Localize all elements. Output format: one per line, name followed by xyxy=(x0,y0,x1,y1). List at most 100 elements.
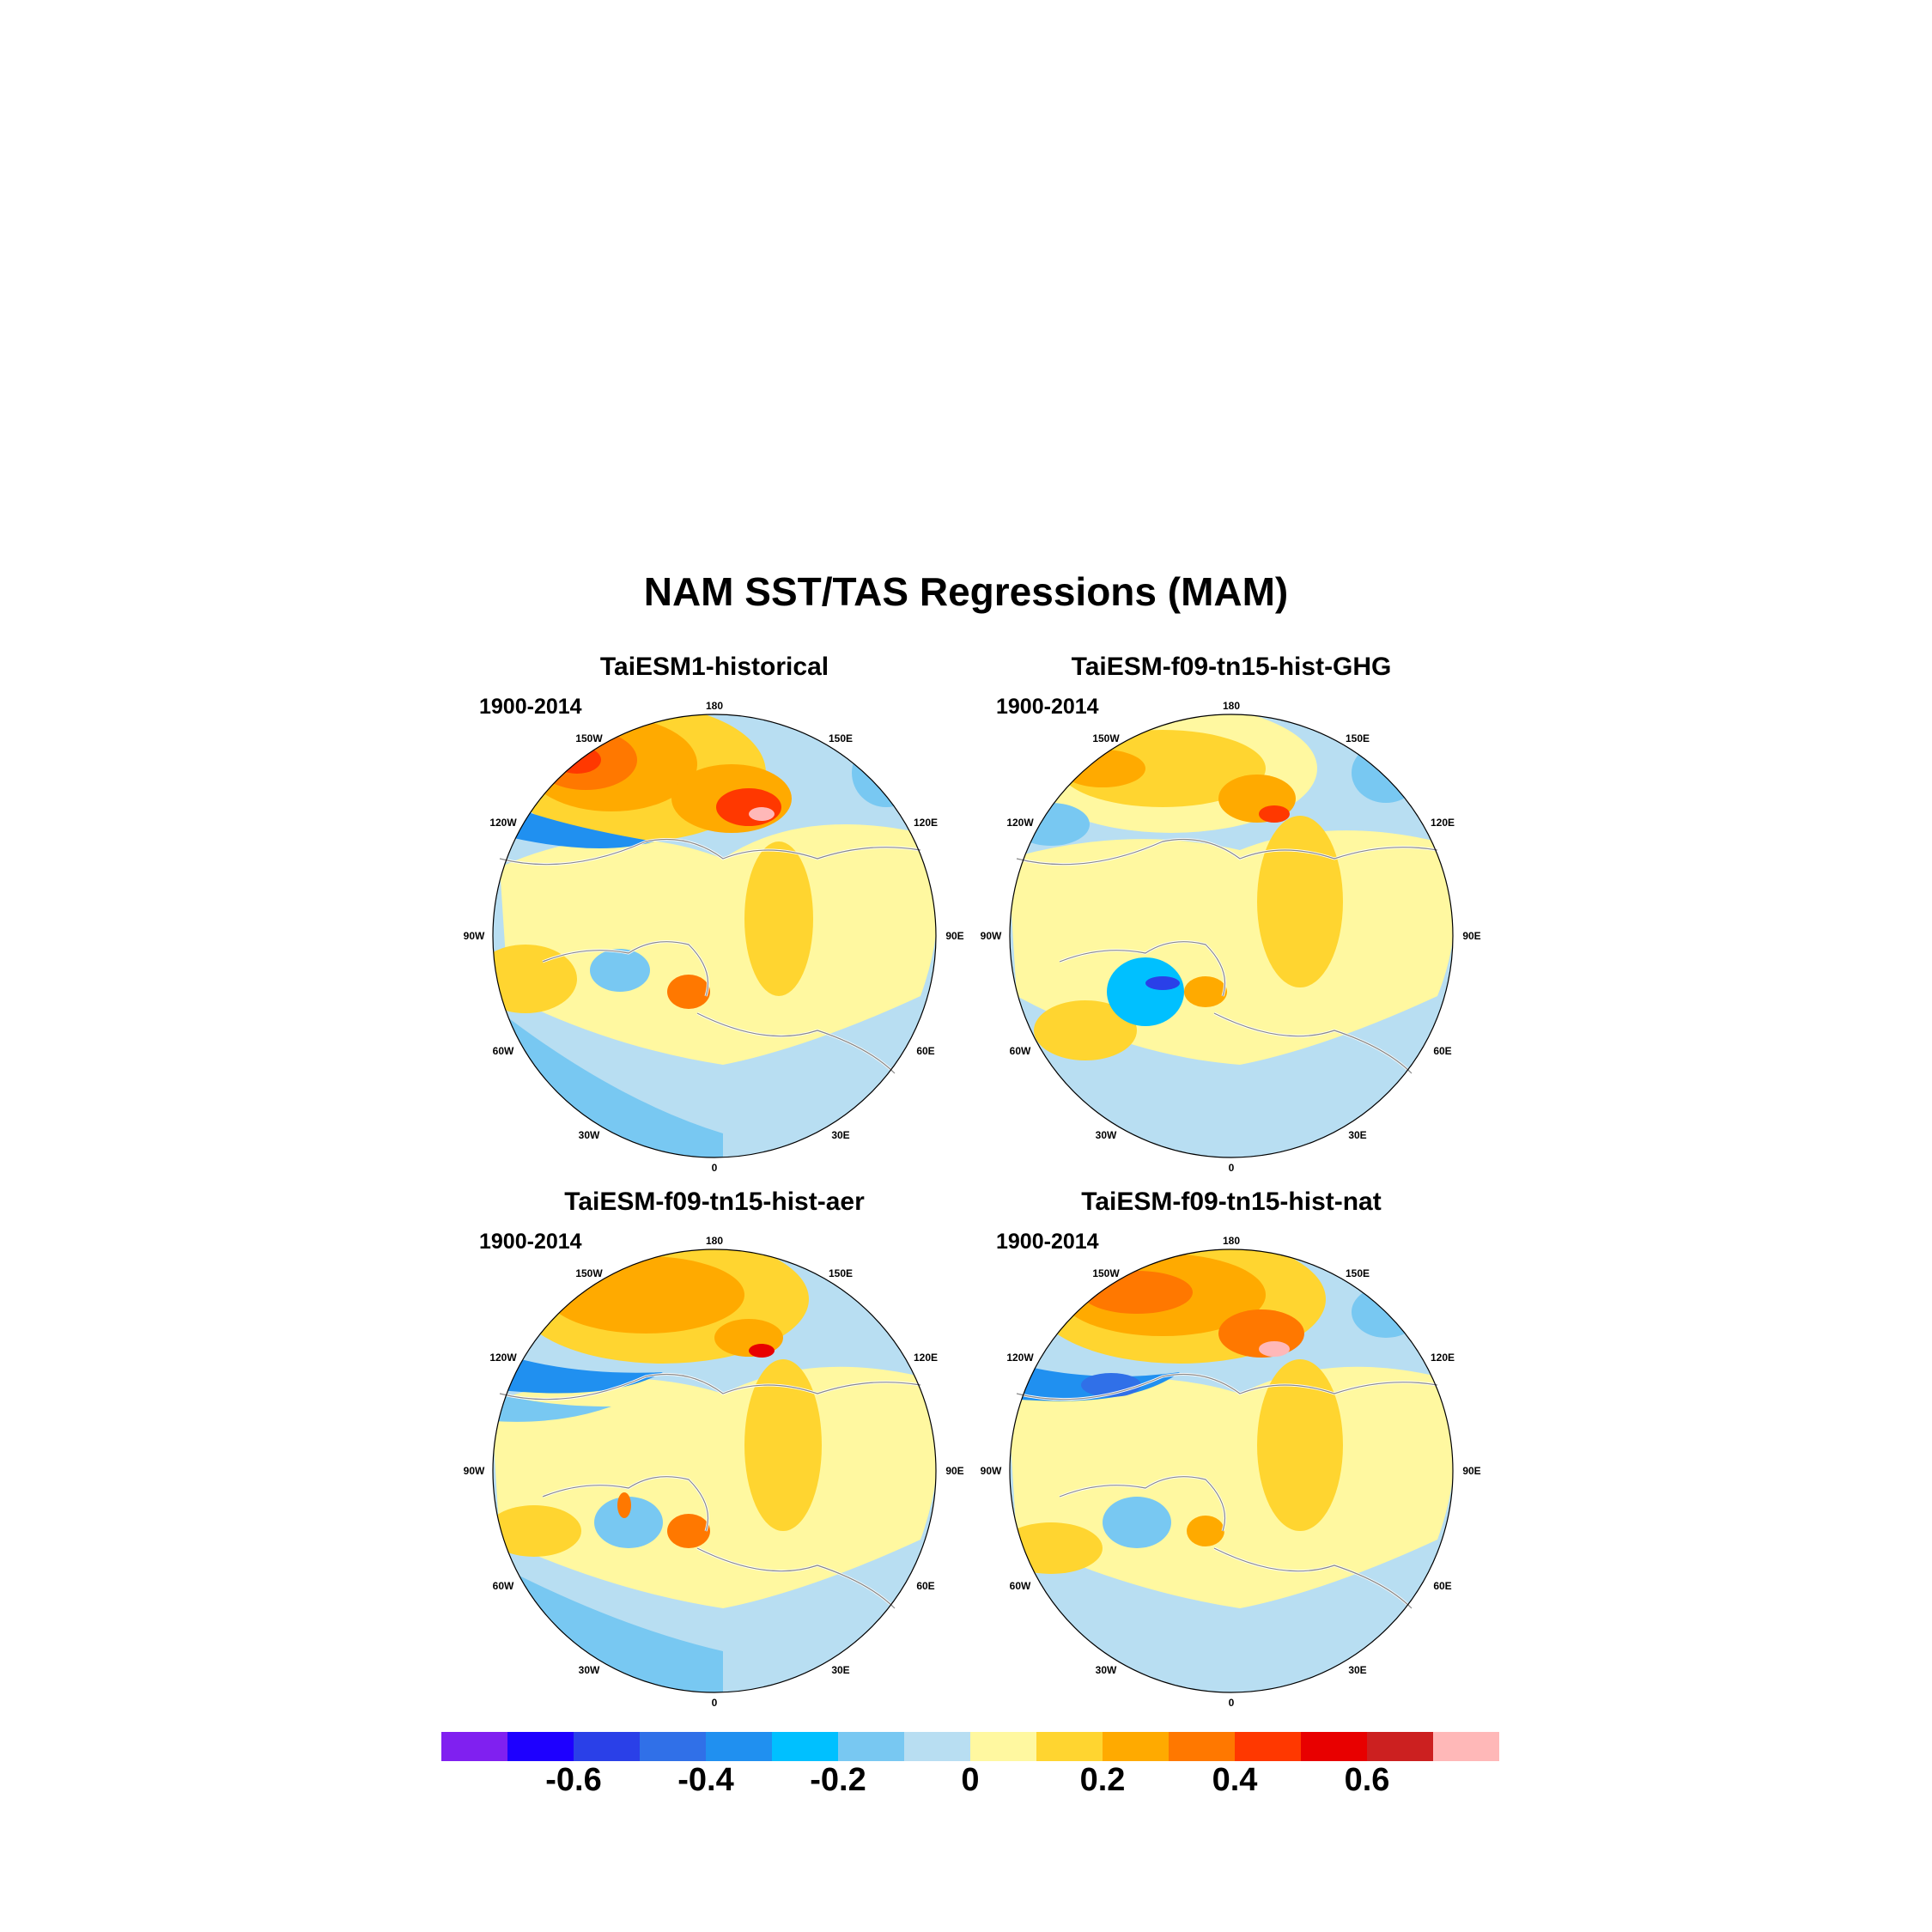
lon-label: 150E xyxy=(829,1267,853,1279)
lon-label: 120E xyxy=(914,1352,938,1364)
field-shading xyxy=(493,1249,936,1692)
lon-label: 180 xyxy=(1223,700,1240,712)
lon-label: 30W xyxy=(1096,1664,1117,1676)
field-shading xyxy=(493,714,936,1157)
colorbar-box xyxy=(970,1732,1037,1761)
panel-title: TaiESM1-historical xyxy=(599,653,829,681)
lon-label: 30E xyxy=(831,1664,849,1676)
lon-label: 60E xyxy=(916,1580,934,1592)
lon-label: 30W xyxy=(579,1664,600,1676)
lon-label: 120E xyxy=(1431,817,1455,829)
lon-label: 150W xyxy=(1092,1267,1120,1279)
map-boundary xyxy=(1009,714,1454,1158)
lon-label: 0 xyxy=(712,1162,718,1174)
lon-label: 0 xyxy=(712,1697,718,1709)
map-panel-nat: TaiESM-f09-tn15-hist-nat 1900-2014 xyxy=(957,1188,1506,1720)
polar-map: 180 150E 120E 90E 60E 30E 0 30W 60W 90W … xyxy=(464,700,964,1174)
lon-label: 120W xyxy=(489,1352,517,1364)
colorbar-box xyxy=(640,1732,707,1761)
period-label: 1900-2014 xyxy=(996,695,1099,719)
colorbar-box xyxy=(1103,1732,1170,1761)
colorbar-box xyxy=(1433,1732,1499,1761)
map-boundary xyxy=(1009,1249,1454,1693)
map-panel-aer: TaiESM-f09-tn15-hist-aer 1900-2014 xyxy=(440,1188,989,1720)
colorbar-tick-label: 0 xyxy=(961,1762,980,1798)
lon-label: 120W xyxy=(1006,1352,1034,1364)
period-label: 1900-2014 xyxy=(479,695,582,719)
lon-label: 120E xyxy=(914,817,938,829)
polar-map: 180 150E 120E 90E 60E 30E 0 30W 60W 90W … xyxy=(981,1235,1481,1709)
colorbar-box xyxy=(1169,1732,1236,1761)
lon-label: 60W xyxy=(493,1580,514,1592)
panel-title: TaiESM-f09-tn15-hist-GHG xyxy=(1071,653,1392,681)
lon-label: 90E xyxy=(945,930,963,942)
lon-label: 150E xyxy=(829,732,853,744)
lon-label: 90W xyxy=(464,930,485,942)
lon-label: 150W xyxy=(575,732,603,744)
colorbar-box xyxy=(904,1732,971,1761)
colorbar-box xyxy=(574,1732,641,1761)
field-shading xyxy=(1010,1249,1453,1692)
coastline-outline xyxy=(1016,1374,1438,1609)
period-label: 1900-2014 xyxy=(479,1230,582,1254)
panel-title: TaiESM-f09-tn15-hist-aer xyxy=(564,1188,865,1216)
figure-title: NAM SST/TAS Regressions (MAM) xyxy=(643,569,1289,614)
lon-label: 90E xyxy=(1462,930,1480,942)
lon-label: 120W xyxy=(1006,817,1034,829)
colorbar-tick-label: 0.4 xyxy=(1212,1762,1258,1798)
panel-title: TaiESM-f09-tn15-hist-nat xyxy=(1081,1188,1382,1216)
period-label: 1900-2014 xyxy=(996,1230,1099,1254)
lon-label: 60W xyxy=(1010,1580,1031,1592)
colorbar-tick-label: 0.6 xyxy=(1344,1762,1390,1798)
lon-label: 150W xyxy=(1092,732,1120,744)
lon-label: 30E xyxy=(1348,1129,1366,1141)
coastline-outline xyxy=(499,839,921,1074)
lon-label: 150E xyxy=(1346,732,1370,744)
lon-label: 180 xyxy=(706,700,723,712)
lon-label: 30W xyxy=(579,1129,600,1141)
colorbar-box xyxy=(772,1732,839,1761)
colorbar-box xyxy=(1301,1732,1368,1761)
colorbar-box xyxy=(1036,1732,1103,1761)
lon-label: 60W xyxy=(1010,1045,1031,1057)
colorbar-box xyxy=(838,1732,905,1761)
colorbar-box xyxy=(706,1732,773,1761)
colorbar xyxy=(441,1732,1499,1761)
field-shading xyxy=(1010,714,1453,1157)
lon-label: 30E xyxy=(1348,1664,1366,1676)
lon-label: 90E xyxy=(945,1465,963,1477)
lon-label: 90E xyxy=(1462,1465,1480,1477)
map-panel-ghg: TaiESM-f09-tn15-hist-GHG 1900-2014 xyxy=(957,653,1506,1185)
lon-label: 30E xyxy=(831,1129,849,1141)
colorbar-tick-label: 0.2 xyxy=(1079,1762,1126,1798)
lon-label: 60E xyxy=(916,1045,934,1057)
polar-map: 180 150E 120E 90E 60E 30E 0 30W 60W 90W … xyxy=(981,700,1481,1174)
lon-label: 180 xyxy=(706,1235,723,1247)
lon-label: 90W xyxy=(981,1465,1002,1477)
lon-label: 60E xyxy=(1433,1045,1451,1057)
colorbar-box xyxy=(1235,1732,1302,1761)
lon-label: 0 xyxy=(1229,1162,1235,1174)
lon-label: 90W xyxy=(981,930,1002,942)
lon-label: 150E xyxy=(1346,1267,1370,1279)
lon-label: 30W xyxy=(1096,1129,1117,1141)
polar-map: 180 150E 120E 90E 60E 30E 0 30W 60W 90W … xyxy=(464,1235,964,1709)
colorbar-box xyxy=(441,1732,508,1761)
lon-label: 120E xyxy=(1431,1352,1455,1364)
lon-label: 150W xyxy=(575,1267,603,1279)
colorbar-tick-label: -0.4 xyxy=(677,1762,734,1798)
lon-label: 90W xyxy=(464,1465,485,1477)
colorbar-box xyxy=(507,1732,574,1761)
lon-label: 60E xyxy=(1433,1580,1451,1592)
map-panel-historical: TaiESM1-historical 1900-2014 xyxy=(440,653,989,1185)
colorbar-tick-label: -0.6 xyxy=(545,1762,602,1798)
lon-label: 120W xyxy=(489,817,517,829)
lon-label: 180 xyxy=(1223,1235,1240,1247)
coastline-outline xyxy=(1016,839,1438,1074)
lon-label: 0 xyxy=(1229,1697,1235,1709)
map-boundary xyxy=(492,714,937,1158)
colorbar-tick-label: -0.2 xyxy=(810,1762,866,1798)
lon-label: 60W xyxy=(493,1045,514,1057)
colorbar-box xyxy=(1367,1732,1434,1761)
coastline-outline xyxy=(499,1374,921,1609)
